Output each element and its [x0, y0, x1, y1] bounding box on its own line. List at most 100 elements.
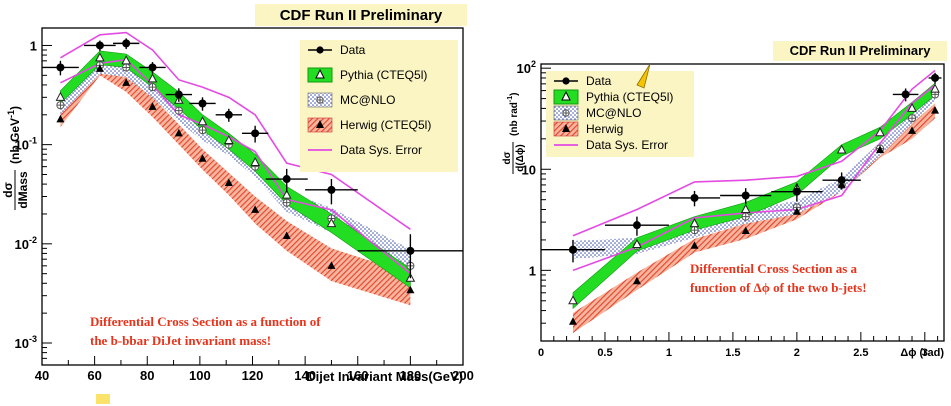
y-label-numerator: dσ [1, 182, 15, 198]
data-point-marker [568, 245, 577, 254]
herwig-band [60, 63, 411, 306]
legend-label: Data Sys. Error [340, 143, 422, 157]
mcnlo-point [907, 114, 917, 123]
data-point [113, 38, 140, 50]
data-point-marker [251, 129, 260, 138]
y-label-denominator: dMass [16, 171, 30, 209]
data-point-marker [792, 187, 801, 196]
y-tick-base: 10 [517, 61, 531, 76]
x-tick-label: 0.5 [597, 347, 612, 359]
herwig-point [876, 145, 885, 154]
title-banner [773, 41, 947, 61]
herwig-point [148, 102, 157, 110]
legend-pythia-marker [315, 68, 325, 79]
data-point [604, 216, 669, 236]
y-tick-label: 102 [517, 59, 536, 76]
legend-entry: Data [308, 43, 366, 57]
x-tick-label: 3 [922, 347, 928, 359]
legend-entry: MC@NLO [307, 92, 396, 108]
legend-entry: Data Sys. Error [308, 143, 422, 157]
legend-label: Data [586, 74, 612, 88]
y-tick-label: 10 [522, 162, 536, 177]
mcnlo-point-cross [198, 126, 207, 134]
data-point-marker [901, 90, 910, 99]
data-point-marker [198, 99, 207, 108]
x-axis-label: Dijet Invariant Mass(GeV) [306, 369, 463, 384]
pythia-point [689, 218, 700, 228]
data-point-marker [837, 176, 846, 185]
herwig-point [56, 114, 65, 123]
herwig-point [931, 106, 940, 114]
chart-title: CDF Run II Preliminary [790, 43, 932, 58]
legend-entry: Pythia (CTEQ5l) [553, 89, 673, 105]
mcnlo-point [690, 226, 699, 235]
chart-annotation-line: the b-bbar DiJet invariant mass! [90, 333, 271, 348]
legend-label: Herwig [586, 122, 623, 136]
mcnlo-band [572, 88, 936, 259]
mcnlo-point [174, 106, 183, 115]
data-point [928, 72, 942, 84]
y-label-units-exp: -1 [6, 110, 16, 118]
y-tick-label: 1 [30, 38, 37, 53]
x-tick-label: 60 [87, 368, 101, 383]
pythia-point [632, 238, 642, 249]
pythia-point [930, 83, 940, 93]
data-point-marker [148, 63, 157, 72]
pythia-point [55, 91, 66, 101]
legend-herwig-marker [562, 124, 570, 132]
data-point-marker [224, 110, 233, 119]
plot-area [42, 31, 463, 306]
herwig-point [741, 226, 750, 235]
mcnlo-point [56, 101, 65, 110]
plot-area [541, 69, 942, 333]
legend-herwig-marker [316, 120, 324, 128]
pythia-point [875, 127, 885, 137]
data-point [822, 172, 861, 190]
pythia-point [250, 156, 260, 167]
data-point-marker [282, 175, 291, 184]
herwig-point [568, 317, 577, 325]
legend-entry: Data [554, 74, 612, 88]
mcnlo-point [282, 198, 291, 207]
herwig-point [224, 178, 233, 187]
herwig-point [122, 78, 131, 86]
y-axis-label: dσ d(Δϕ) (nb rad-1) [502, 93, 526, 174]
data-point [215, 108, 242, 122]
herwig-point [406, 285, 415, 294]
x-tick-label: 80 [140, 368, 154, 383]
y-label-units-exp: -1 [507, 96, 514, 102]
y-label-units-text: (nb rad [509, 102, 520, 136]
legend-label: Herwig (CTEQ5l) [340, 118, 431, 132]
data-point-marker [741, 191, 750, 200]
x-tick-label: 1 [666, 347, 672, 359]
y-tick-exponent: -1 [29, 136, 37, 146]
pythia-point [281, 189, 292, 199]
y-label-units-text: (nb GeV [8, 118, 22, 164]
herwig-point [327, 261, 336, 269]
data-point [668, 190, 721, 207]
data-point [241, 125, 269, 143]
mcnlo-point [198, 126, 207, 135]
chart-annotation-line: Differential Cross Section as a [690, 261, 858, 276]
herwig-point [282, 231, 291, 239]
legend-entry: Data Sys. Error [554, 138, 668, 152]
data-point-marker [632, 221, 641, 230]
mcnlo-point [122, 63, 131, 72]
data-point [541, 239, 605, 263]
y-label-numerator: dσ [502, 151, 513, 164]
legend-entry: Herwig (CTEQ5l) [307, 117, 431, 133]
data-point [305, 179, 358, 205]
data-point [892, 88, 919, 102]
legend-label: Pythia (CTEQ5l) [586, 90, 673, 104]
data-point [720, 188, 772, 205]
data-point-marker [56, 63, 65, 72]
mcnlo-point-cross [690, 226, 699, 234]
legend-entry: Pythia (CTEQ5l) [307, 67, 427, 83]
y-label-units-close: ) [8, 106, 22, 110]
mcnlo-point-cross [148, 83, 157, 91]
mcnlo-point [148, 83, 157, 92]
y-tick-base: 10 [15, 237, 29, 252]
x-tick-label: 2.5 [853, 347, 868, 359]
